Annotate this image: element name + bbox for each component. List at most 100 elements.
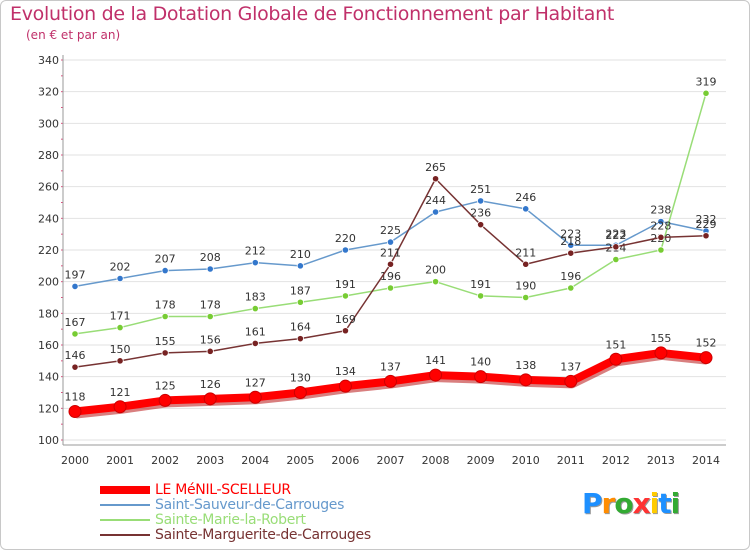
series-0-point-2008 [429, 368, 443, 382]
x-tick-label-2009: 2009 [467, 454, 495, 467]
series-3-point-2013 [657, 233, 665, 241]
series-0-label-2003: 126 [200, 378, 221, 391]
series-3-label-2013: 228 [650, 219, 671, 232]
series-0-point-2005 [293, 386, 307, 399]
series-1-label-2000: 197 [65, 268, 86, 281]
series-0-label-2005: 130 [290, 372, 311, 385]
series-3-label-2003: 156 [200, 333, 221, 346]
series-1-point-2007 [386, 238, 395, 246]
x-tick-label-2011: 2011 [557, 454, 585, 467]
series-1-point-2004 [251, 259, 259, 267]
series-1-label-2012: 223 [605, 227, 626, 240]
series-3-label-2008: 265 [425, 161, 446, 174]
series-0-point-2012 [609, 352, 623, 366]
logo-letter: x [632, 487, 651, 520]
y-tick-label-280: 280 [38, 149, 59, 162]
series-3-label-2006: 169 [335, 313, 356, 326]
series-3-point-2012 [612, 243, 620, 251]
x-tick-label-2008: 2008 [422, 454, 450, 467]
series-0-point-2004 [248, 390, 262, 404]
series-1-label-2007: 225 [380, 224, 401, 237]
legend-label-2: Sainte-Marie-la-Robert [155, 512, 306, 528]
series-0-point-2009 [474, 370, 488, 384]
series-0-label-2008: 141 [425, 354, 446, 367]
chart-title: Evolution de la Dotation Globale de Fonc… [10, 3, 615, 25]
x-tick-label-2007: 2007 [377, 454, 405, 467]
series-1-point-2011 [567, 241, 575, 249]
series-2-point-2002 [161, 312, 169, 321]
y-tick-label-180: 180 [38, 307, 59, 320]
series-3-point-2005 [296, 335, 304, 343]
series-3-point-2008 [431, 175, 440, 183]
series-3-point-2010 [522, 260, 530, 268]
series-3-label-2010: 211 [515, 246, 536, 259]
series-0-label-2011: 137 [560, 360, 581, 373]
series-2-point-2011 [567, 284, 575, 292]
series-0-point-2003 [203, 392, 217, 406]
series-0-point-2001 [113, 400, 127, 414]
series-0-label-2009: 140 [470, 356, 491, 369]
series-0-label-2010: 138 [515, 359, 536, 372]
series-1-point-2001 [116, 274, 124, 283]
series-1-point-2010 [522, 205, 530, 213]
series-3-point-2003 [206, 347, 214, 355]
logo-letter: P [582, 487, 603, 520]
series-0-label-2014: 152 [696, 337, 717, 350]
series-0-label-2000: 118 [65, 391, 86, 404]
series-2-label-2008: 200 [425, 264, 446, 277]
y-tick-label-120: 120 [38, 402, 59, 415]
series-0-point-2006 [338, 379, 352, 393]
x-tick-label-2000: 2000 [61, 454, 89, 467]
y-tick-label-220: 220 [38, 244, 59, 257]
x-tick-label-2013: 2013 [647, 454, 675, 467]
y-tick-label-200: 200 [38, 276, 59, 289]
y-tick-label-300: 300 [38, 117, 59, 130]
series-2-label-2002: 178 [155, 299, 176, 312]
series-0-point-2000 [68, 405, 82, 418]
series-2-label-2000: 167 [65, 316, 86, 329]
series-2-point-2005 [296, 298, 304, 306]
series-2-label-2009: 191 [470, 278, 491, 291]
series-3-label-2005: 164 [290, 321, 311, 334]
logo-letter: t [658, 487, 671, 520]
series-2-label-2004: 183 [245, 291, 266, 304]
series-3-point-2007 [386, 260, 395, 268]
series-3-point-2009 [477, 221, 485, 229]
series-1-label-2014: 232 [696, 213, 717, 226]
series-3-point-2014 [702, 232, 710, 240]
legend-swatch-0 [100, 486, 150, 494]
series-1-point-2008 [431, 208, 440, 216]
series-2-label-2011: 196 [560, 270, 581, 283]
series-1-point-2005 [296, 262, 304, 270]
series-3-label-2007: 211 [380, 246, 401, 259]
y-tick-label-100: 100 [38, 434, 59, 447]
x-tick-label-2010: 2010 [512, 454, 540, 467]
legend-swatch-3 [100, 534, 150, 536]
x-tick-label-2006: 2006 [331, 454, 359, 467]
series-3-point-2001 [116, 357, 124, 365]
series-2-label-2001: 171 [110, 310, 131, 323]
series-1-label-2001: 202 [110, 261, 131, 274]
series-2-label-2014: 319 [696, 75, 717, 88]
series-0-label-2002: 125 [155, 379, 176, 392]
series-2-point-2009 [477, 292, 485, 300]
series-3-point-2002 [161, 349, 169, 357]
series-2-point-2003 [206, 312, 214, 321]
y-tick-label-160: 160 [38, 339, 59, 352]
x-tick-label-2002: 2002 [151, 454, 179, 467]
series-2-point-2014 [702, 89, 710, 97]
legend-label-0: LE MéNIL-SCELLEUR [155, 482, 291, 498]
series-1-label-2005: 210 [290, 248, 311, 261]
series-3-label-2009: 236 [470, 207, 491, 220]
y-tick-label-240: 240 [38, 212, 59, 225]
x-tick-label-2004: 2004 [241, 454, 269, 467]
series-1-point-2013 [657, 217, 665, 226]
y-tick-label-340: 340 [38, 54, 59, 67]
series-2-label-2003: 178 [200, 299, 221, 312]
series-2-point-2012 [612, 255, 620, 264]
series-1-label-2004: 212 [245, 245, 266, 258]
series-3-label-2012: 222 [605, 229, 626, 242]
series-1-label-2002: 207 [155, 253, 176, 266]
series-0-point-2011 [564, 374, 578, 388]
